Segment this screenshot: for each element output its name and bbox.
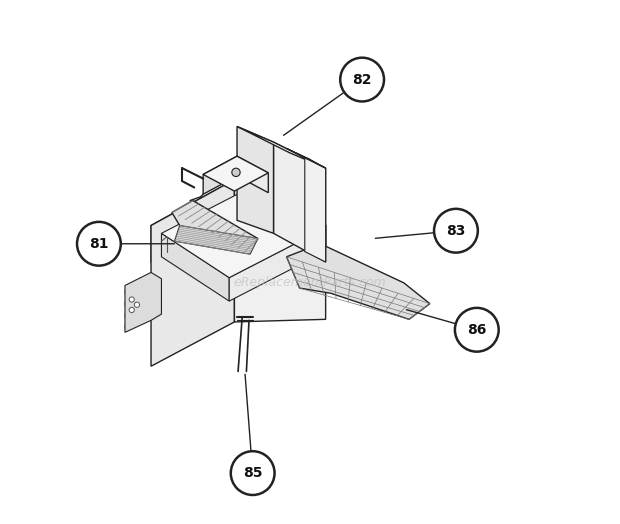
Polygon shape <box>203 156 237 194</box>
Polygon shape <box>273 142 326 262</box>
Text: eReplacementParts.com: eReplacementParts.com <box>234 276 386 289</box>
Polygon shape <box>125 272 161 332</box>
Polygon shape <box>125 312 151 329</box>
Text: 83: 83 <box>446 224 466 238</box>
Circle shape <box>232 168 240 177</box>
Polygon shape <box>237 156 268 193</box>
Polygon shape <box>161 233 229 301</box>
Polygon shape <box>286 148 326 168</box>
Polygon shape <box>237 126 273 233</box>
Polygon shape <box>286 244 430 319</box>
Text: 85: 85 <box>243 466 262 480</box>
Circle shape <box>455 308 498 352</box>
Circle shape <box>129 308 135 312</box>
Polygon shape <box>125 301 151 317</box>
Polygon shape <box>174 225 258 254</box>
Text: 81: 81 <box>89 237 108 251</box>
Polygon shape <box>229 233 315 301</box>
Polygon shape <box>234 180 326 322</box>
Circle shape <box>129 297 135 302</box>
Polygon shape <box>125 278 151 294</box>
Circle shape <box>231 451 275 495</box>
Polygon shape <box>172 201 258 252</box>
Polygon shape <box>161 189 315 278</box>
Circle shape <box>340 58 384 102</box>
Polygon shape <box>151 180 326 307</box>
Circle shape <box>77 222 121 266</box>
Polygon shape <box>151 180 234 366</box>
Polygon shape <box>237 126 326 168</box>
Polygon shape <box>203 156 268 191</box>
Text: 82: 82 <box>352 72 372 86</box>
Polygon shape <box>305 158 326 262</box>
Text: 86: 86 <box>467 323 487 337</box>
Circle shape <box>434 209 478 253</box>
Circle shape <box>135 302 140 308</box>
Polygon shape <box>125 289 151 306</box>
